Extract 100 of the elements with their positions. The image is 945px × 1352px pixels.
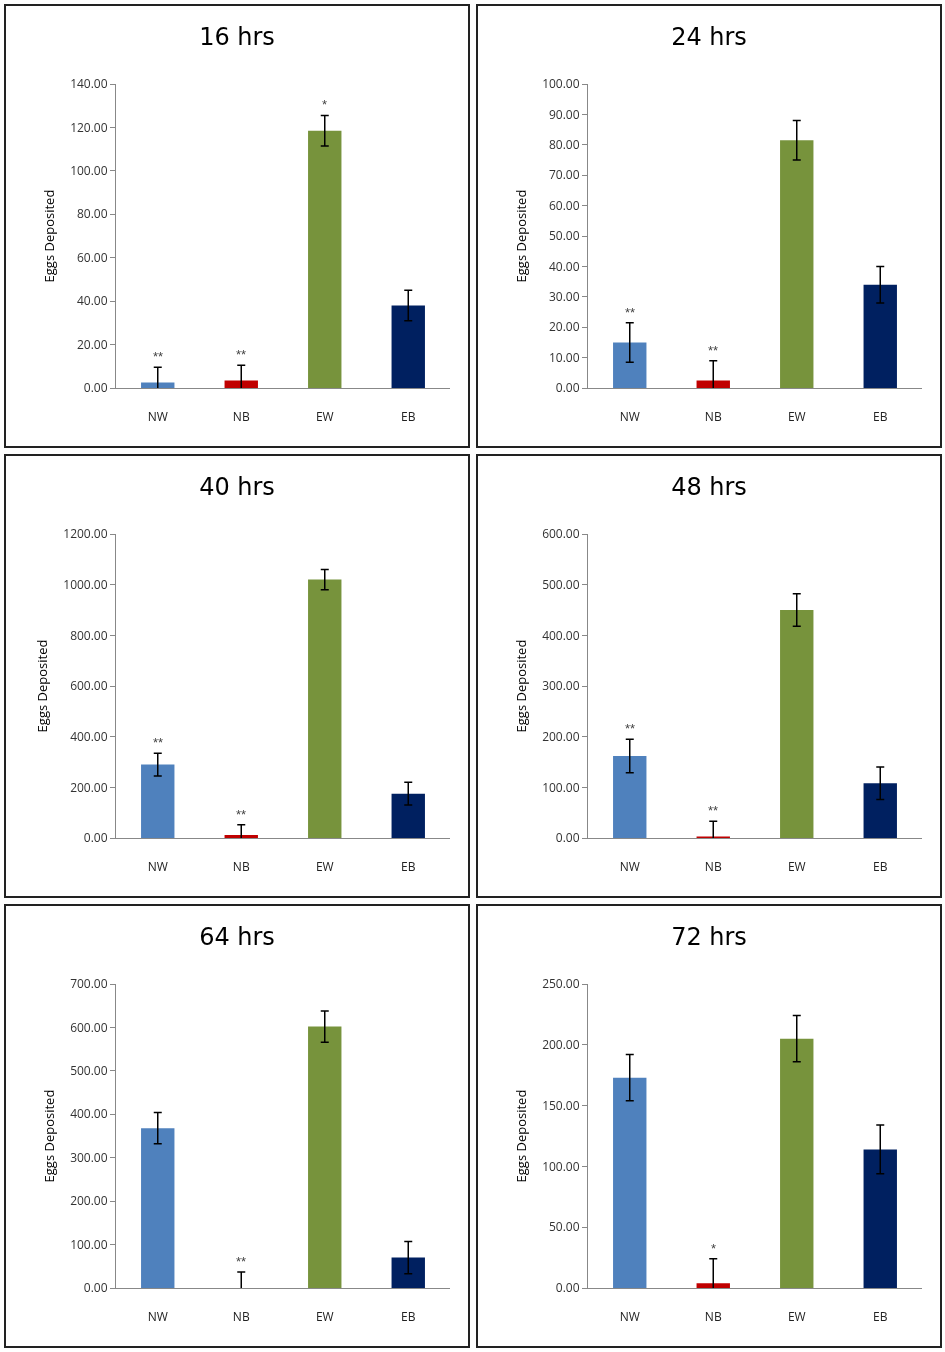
bar	[224, 380, 258, 388]
bar	[863, 284, 897, 388]
y-axis-title: Eggs Deposited	[512, 189, 531, 283]
y-axis-title: Eggs Deposited	[512, 1089, 531, 1183]
y-tick-label: 200.00	[542, 1036, 580, 1053]
x-tick-label: EB	[401, 408, 416, 426]
x-tick-label: EB	[873, 1308, 888, 1326]
x-tick-label: EW	[315, 1308, 334, 1326]
y-tick-label: 0.00	[555, 829, 580, 847]
y-tick-label: 30.00	[548, 288, 580, 305]
bar	[308, 1026, 342, 1288]
annotation: **	[625, 721, 636, 736]
chart-title: 40 hrs	[199, 472, 275, 501]
y-tick-label: 20.00	[76, 335, 108, 353]
y-tick-label: 50.00	[548, 1218, 580, 1236]
x-tick-label: EB	[401, 858, 416, 876]
y-tick-label: 120.00	[70, 118, 108, 136]
x-tick-label: NB	[704, 408, 722, 426]
bar	[613, 1077, 647, 1288]
chart-title: 72 hrs	[671, 922, 747, 951]
y-tick-label: 1200.00	[63, 525, 108, 543]
y-tick-label: 0.00	[555, 1279, 580, 1297]
bar	[863, 1149, 897, 1288]
y-tick-label: 200.00	[542, 727, 580, 745]
y-tick-label: 500.00	[70, 1062, 108, 1080]
x-tick-label: NB	[232, 858, 250, 876]
y-axis-title: Eggs Deposited	[40, 1089, 59, 1183]
bar	[308, 579, 342, 838]
y-tick-label: 100.00	[70, 1235, 108, 1253]
chart-title: 16 hrs	[199, 22, 275, 51]
y-tick-label: 0.00	[83, 379, 108, 397]
y-tick-label: 100.00	[542, 1157, 580, 1175]
y-tick-label: 200.00	[70, 1192, 108, 1210]
x-tick-label: EB	[873, 408, 888, 426]
x-tick-label: EW	[787, 1308, 806, 1326]
y-tick-label: 90.00	[548, 105, 580, 123]
y-tick-label: 50.00	[548, 227, 580, 245]
y-tick-label: 300.00	[70, 1148, 108, 1166]
x-tick-label: NB	[704, 858, 722, 876]
annotation: **	[153, 349, 164, 364]
y-tick-label: 100.00	[542, 75, 580, 93]
y-tick-label: 100.00	[542, 778, 580, 796]
y-tick-label: 70.00	[548, 166, 580, 184]
y-tick-label: 20.00	[548, 318, 580, 336]
y-tick-label: 300.00	[542, 677, 580, 695]
bar	[391, 305, 425, 388]
bar	[391, 793, 425, 838]
y-tick-label: 60.00	[548, 196, 580, 214]
x-tick-label: NW	[147, 858, 168, 876]
annotation: **	[708, 803, 719, 818]
y-tick-label: 40.00	[548, 257, 580, 275]
y-tick-label: 0.00	[83, 1279, 108, 1297]
y-tick-label: 250.00	[542, 975, 580, 993]
y-axis-title: Eggs Deposited	[512, 639, 531, 733]
y-tick-label: 80.00	[76, 205, 108, 223]
x-tick-label: NB	[704, 1308, 722, 1326]
x-tick-label: NW	[619, 1308, 640, 1326]
y-tick-label: 800.00	[70, 626, 108, 644]
annotation: **	[625, 305, 636, 320]
y-tick-label: 10.00	[548, 348, 580, 366]
x-tick-label: NW	[147, 1308, 168, 1326]
x-tick-label: EB	[873, 858, 888, 876]
bar	[780, 140, 814, 388]
bar	[863, 783, 897, 838]
annotation: **	[708, 343, 719, 358]
annotation: *	[711, 1241, 717, 1256]
chart-title: 24 hrs	[671, 22, 747, 51]
bar	[141, 764, 175, 838]
annotation: *	[322, 97, 328, 112]
y-tick-label: 200.00	[70, 778, 108, 796]
bar	[224, 834, 258, 838]
y-tick-label: 80.00	[548, 136, 580, 153]
bar	[308, 130, 342, 388]
annotation: **	[236, 1254, 247, 1269]
y-tick-label: 0.00	[555, 379, 580, 397]
x-tick-label: NW	[147, 408, 168, 426]
chart-title: 48 hrs	[671, 472, 747, 501]
y-tick-label: 600.00	[70, 1018, 108, 1036]
annotation: **	[236, 347, 247, 362]
x-tick-label: EW	[315, 408, 334, 426]
y-tick-label: 1000.00	[63, 575, 108, 593]
y-tick-label: 140.00	[70, 75, 108, 93]
y-tick-label: 100.00	[70, 162, 108, 180]
y-tick-label: 700.00	[70, 975, 108, 993]
y-tick-label: 400.00	[70, 1105, 108, 1123]
y-tick-label: 60.00	[76, 248, 108, 266]
x-tick-label: NB	[232, 408, 250, 426]
x-tick-label: EW	[315, 858, 334, 876]
y-axis-title: Eggs Deposited	[33, 639, 52, 733]
x-tick-label: NB	[232, 1308, 250, 1326]
x-tick-label: NW	[619, 858, 640, 876]
annotation: **	[236, 807, 247, 822]
y-tick-label: 400.00	[542, 626, 580, 644]
bar	[613, 342, 647, 388]
y-tick-label: 150.00	[542, 1096, 580, 1114]
x-tick-label: EB	[401, 1308, 416, 1326]
bar	[613, 755, 647, 838]
bar	[696, 380, 730, 388]
bar	[391, 1257, 425, 1288]
x-tick-label: EW	[787, 858, 806, 876]
